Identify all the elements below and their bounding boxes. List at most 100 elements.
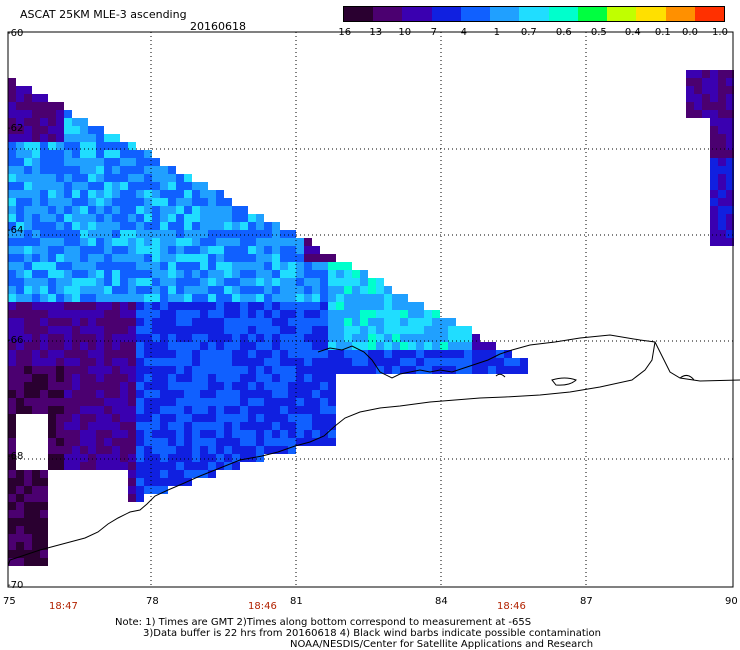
swath-cell [208,422,216,430]
swath-cell [8,238,16,246]
swath-cell [88,334,96,342]
swath-cell [104,390,112,398]
swath-cell [304,342,312,350]
swath-cell [72,358,80,366]
swath-cell [136,430,144,438]
swath-cell [400,294,408,302]
swath-cell [280,246,288,254]
swath-cell [176,358,184,366]
swath-cell [710,118,718,126]
swath-cell [272,254,280,262]
swath-cell [224,230,232,238]
swath-cell [184,462,192,470]
swath-cell [710,206,718,214]
swath-cell [520,366,528,374]
swath-cell [80,270,88,278]
swath-cell [144,310,152,318]
swath-cell [264,262,272,270]
swath-cell [496,358,504,366]
swath-cell [64,198,72,206]
swath-cell [376,342,384,350]
swath-cell [232,422,240,430]
swath-cell [320,398,328,406]
swath-cell [288,342,296,350]
swath-cell [336,302,344,310]
swath-cell [200,318,208,326]
swath-cell [168,462,176,470]
swath-cell [120,270,128,278]
swath-cell [48,390,56,398]
swath-cell [256,230,264,238]
swath-cell [136,366,144,374]
swath-cell [72,246,80,254]
swath-cell [304,262,312,270]
swath-cell [304,318,312,326]
swath-cell [88,230,96,238]
swath-cell [192,246,200,254]
swath-cell [80,318,88,326]
swath-cell [144,150,152,158]
swath-cell [72,166,80,174]
swath-cell [16,222,24,230]
swath-cell [312,334,320,342]
swath-cell [200,342,208,350]
swath-cell [8,222,16,230]
swath-cell [272,246,280,254]
swath-cell [256,350,264,358]
swath-cell [472,342,480,350]
swath-cell [240,270,248,278]
swath-cell [96,126,104,134]
swath-cell [352,326,360,334]
swath-cell [80,294,88,302]
swath-cell [200,462,208,470]
swath-cell [312,366,320,374]
swath-cell [112,238,120,246]
swath-cell [216,254,224,262]
swath-cell [224,246,232,254]
swath-cell [152,222,160,230]
swath-cell [320,406,328,414]
swath-cell [248,318,256,326]
swath-cell [104,190,112,198]
swath-cell [232,358,240,366]
swath-cell [392,342,400,350]
swath-cell [88,206,96,214]
swath-cell [216,278,224,286]
swath-cell [80,390,88,398]
swath-cell [360,318,368,326]
swath-cell [136,382,144,390]
swath-cell [176,294,184,302]
swath-cell [152,486,160,494]
swath-cell [192,358,200,366]
swath-cell [304,278,312,286]
swath-cell [56,390,64,398]
swath-cell [176,302,184,310]
swath-cell [136,254,144,262]
swath-cell [192,198,200,206]
swath-cell [64,374,72,382]
swath-cell [16,518,24,526]
swath-cell [56,422,64,430]
swath-cell [144,478,152,486]
swath-cell [128,166,136,174]
swath-cell [192,462,200,470]
swath-cell [160,438,168,446]
swath-cell [232,406,240,414]
swath-cell [352,366,360,374]
swath-cell [304,390,312,398]
swath-cell [424,350,432,358]
swath-cell [272,278,280,286]
swath-cell [232,430,240,438]
swath-cell [72,390,80,398]
swath-cell [96,174,104,182]
swath-cell [176,374,184,382]
swath-cell [200,294,208,302]
swath-cell [240,342,248,350]
swath-cell [416,310,424,318]
swath-cell [104,214,112,222]
swath-cell [328,414,336,422]
swath-cell [120,390,128,398]
swath-cell [88,270,96,278]
swath-cell [56,350,64,358]
swath-cell [256,430,264,438]
